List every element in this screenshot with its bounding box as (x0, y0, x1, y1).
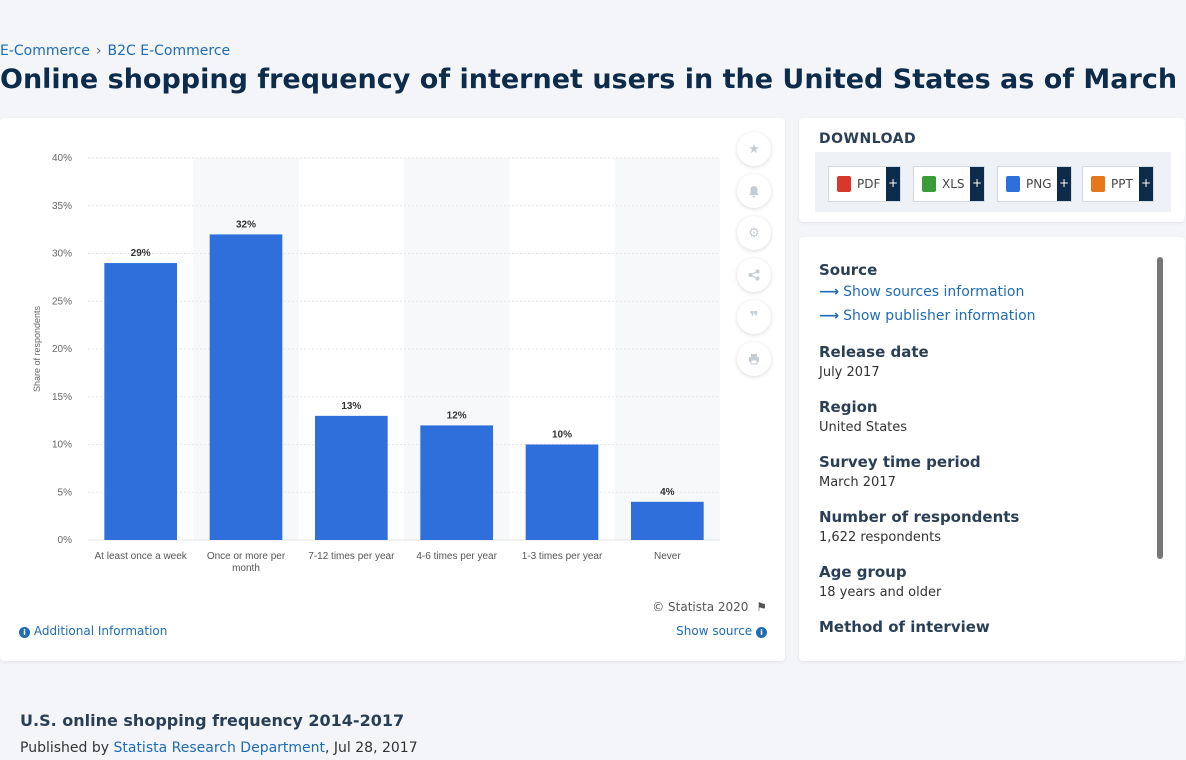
scrollbar[interactable] (1157, 257, 1163, 559)
respondents-label: Number of respondents (819, 508, 1020, 526)
star-icon[interactable]: ★ (737, 132, 771, 166)
y-axis-label: Share of respondents (32, 305, 42, 392)
show-sources-link[interactable]: ⟶ Show sources information (819, 284, 1025, 300)
y-tick-label: 10% (52, 440, 72, 451)
bar (630, 501, 704, 540)
y-tick-label: 5% (58, 487, 73, 498)
download-xls-button[interactable]: XLS + (913, 166, 985, 202)
y-tick-label: 30% (52, 249, 72, 260)
y-tick-label: 0% (58, 535, 73, 546)
chart-card: 0% 5% 10% 15% 20% 25% 30% 35% 40% Share of respon… (0, 118, 785, 661)
print-icon[interactable] (737, 342, 771, 376)
data-label: 13% (341, 401, 361, 412)
flag-icon[interactable]: ⚑ (756, 600, 767, 614)
data-label: 4% (660, 487, 675, 498)
plus-icon[interactable]: + (1139, 167, 1153, 201)
quote-icon[interactable]: ❞ (737, 300, 771, 334)
breadcrumb: E-Commerce › B2C E-Commerce (0, 43, 230, 59)
y-tick-label: 35% (52, 201, 72, 212)
survey-period-value: March 2017 (819, 475, 896, 490)
published-by: Published by Statista Research Departmen… (20, 740, 418, 756)
breadcrumb-ecommerce[interactable]: E-Commerce (0, 43, 90, 59)
data-label: 12% (447, 410, 467, 421)
bar (420, 425, 494, 540)
download-title: DOWNLOAD (819, 131, 917, 147)
x-tick-label: Once or more per (207, 551, 286, 562)
x-tick-label: 4-6 times per year (416, 551, 497, 562)
x-tick-label: month (232, 563, 260, 574)
show-publisher-link[interactable]: ⟶ Show publisher information (819, 308, 1036, 324)
y-tick-label: 40% (52, 153, 72, 164)
published-date: , Jul 28, 2017 (325, 740, 418, 756)
region-label: Region (819, 398, 878, 416)
download-pdf-label: PDF (857, 177, 881, 191)
bar-chart: 0% 5% 10% 15% 20% 25% 30% 35% 40% Share of respon… (32, 153, 720, 574)
download-png-label: PNG (1026, 177, 1052, 191)
chart-toolbar: ★ ⚙ ❞ (737, 132, 773, 384)
statistic-details: Source ⟶ Show sources information ⟶ Show p… (799, 237, 1185, 661)
arrow-right-icon: ⟶ (819, 284, 840, 300)
x-tick-label: 7-12 times per year (308, 551, 395, 562)
source-label: Source (819, 261, 878, 279)
region-value: United States (819, 420, 908, 435)
download-ppt-button[interactable]: PPT + (1082, 166, 1154, 202)
related-statistic-title[interactable]: U.S. online shopping frequency 2014-2017 (20, 711, 405, 730)
published-prefix: Published by (20, 740, 110, 756)
ppt-file-icon (1091, 176, 1105, 192)
download-card: DOWNLOAD PDF + XLS + PNG + PPT + (799, 118, 1185, 222)
y-tick-label: 25% (52, 296, 72, 307)
x-tick-label: 1-3 times per year (522, 551, 603, 562)
info-icon: i (19, 627, 30, 638)
data-label: 10% (552, 430, 572, 441)
data-label: 29% (131, 248, 151, 259)
arrow-right-icon: ⟶ (819, 308, 840, 324)
bell-icon[interactable] (737, 174, 771, 208)
download-buttons: PDF + XLS + PNG + PPT + (815, 152, 1171, 212)
download-pdf-button[interactable]: PDF + (828, 166, 901, 202)
info-icon: i (756, 627, 767, 638)
show-source-link[interactable]: Show source i (676, 624, 767, 638)
data-label: 32% (236, 219, 256, 230)
release-date-label: Release date (819, 343, 929, 361)
publisher-link[interactable]: Statista Research Department (113, 740, 326, 756)
y-tick-label: 20% (52, 344, 72, 355)
x-tick-label: At least once a week (95, 551, 188, 562)
age-group-label: Age group (819, 563, 907, 581)
gear-icon[interactable]: ⚙ (737, 216, 771, 250)
y-tick-label: 15% (52, 392, 72, 403)
png-file-icon (1006, 176, 1020, 192)
respondents-value: 1,622 respondents (819, 530, 941, 545)
copyright: © Statista 2020 ⚑ (652, 600, 767, 614)
bar (104, 263, 178, 540)
bar (314, 415, 388, 540)
survey-period-label: Survey time period (819, 453, 981, 471)
chevron-right-icon: › (95, 43, 102, 59)
download-png-button[interactable]: PNG + (997, 166, 1072, 202)
plus-icon[interactable]: + (1057, 167, 1071, 201)
bar (209, 234, 283, 540)
breadcrumb-b2c-ecommerce[interactable]: B2C E-Commerce (107, 43, 231, 59)
pdf-file-icon (837, 176, 851, 192)
download-ppt-label: PPT (1111, 177, 1133, 191)
additional-information-link[interactable]: i Additional Information (19, 624, 167, 638)
plus-icon[interactable]: + (886, 167, 900, 201)
bar (525, 444, 599, 540)
share-icon[interactable] (737, 258, 771, 292)
download-xls-label: XLS (942, 177, 965, 191)
age-group-value: 18 years and older (819, 585, 942, 600)
release-date-value: July 2017 (819, 365, 880, 380)
method-label: Method of interview (819, 618, 990, 636)
xls-file-icon (922, 176, 936, 192)
plus-icon[interactable]: + (970, 167, 984, 201)
page-title: Online shopping frequency of internet us… (0, 64, 1186, 95)
x-tick-label: Never (654, 551, 681, 562)
